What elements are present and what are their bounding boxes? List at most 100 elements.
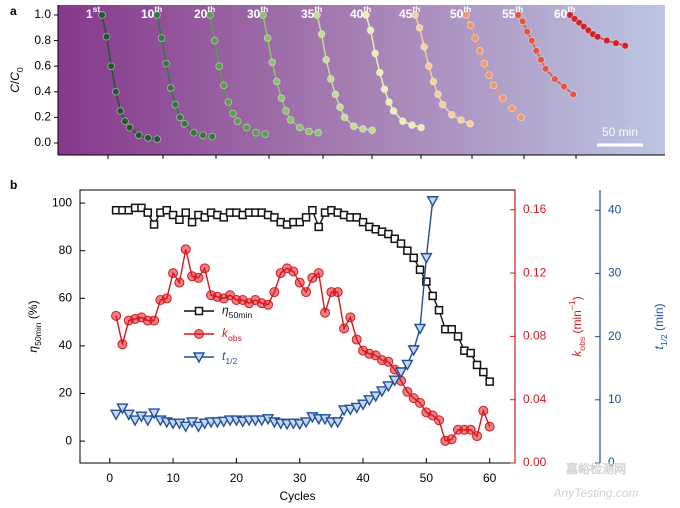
label-part: st — [93, 4, 101, 14]
panel-label: a — [10, 4, 17, 18]
y-tick-label: 0.8 — [34, 33, 51, 47]
marker — [472, 360, 482, 370]
marker — [344, 404, 357, 416]
marker — [299, 417, 313, 429]
decay-point — [171, 100, 180, 109]
marker — [161, 293, 172, 304]
label-part: 35 — [301, 7, 315, 21]
y-tick-label: 10 — [608, 392, 622, 406]
decay-point — [480, 59, 489, 68]
marker — [446, 434, 457, 445]
decay-point — [107, 62, 115, 70]
marker — [179, 421, 192, 433]
decay-line — [465, 14, 522, 118]
decay-point — [268, 58, 277, 67]
label-part: obs — [228, 333, 242, 343]
decay-point — [447, 111, 456, 119]
decay-line — [414, 14, 471, 125]
marker — [345, 312, 356, 323]
marker — [466, 348, 475, 358]
marker — [384, 229, 393, 239]
decay-point — [224, 98, 233, 106]
decay-line — [517, 14, 574, 95]
y-tick-label: 0.4 — [34, 84, 51, 98]
legend-label: kobs — [222, 326, 242, 343]
marker — [415, 265, 425, 274]
label-part: −1 — [567, 300, 577, 310]
marker — [363, 395, 376, 407]
marker — [484, 421, 495, 432]
label-part: 50min — [33, 322, 43, 346]
decay-point — [277, 94, 286, 102]
decay-point — [121, 117, 129, 126]
marker — [422, 277, 431, 286]
marker — [403, 246, 412, 255]
decay-point — [398, 117, 407, 126]
label-part: (min — [570, 310, 584, 337]
x-tick-label: 20 — [230, 471, 244, 485]
y-tick-label: 0.0 — [34, 135, 51, 149]
marker — [351, 334, 362, 345]
decay-line — [365, 14, 422, 129]
y-tick-label: 0.12 — [523, 265, 547, 279]
watermark: 嘉峪检测网 — [565, 461, 626, 476]
label-part: t — [222, 349, 226, 363]
label-part: th — [412, 4, 420, 14]
decay-point — [190, 128, 198, 137]
decay-point — [537, 55, 545, 64]
marker — [308, 205, 317, 215]
x-tick-label: 30 — [293, 471, 307, 485]
cycle-label: 10th — [141, 4, 162, 21]
marker — [181, 208, 190, 217]
panel-label: b — [10, 178, 17, 192]
y-tick-label: 0.00 — [523, 455, 547, 469]
label-part: / — [8, 80, 22, 84]
marker — [293, 419, 306, 431]
marker — [168, 210, 178, 220]
x-tick-label: 50 — [420, 471, 434, 485]
marker — [149, 220, 159, 229]
decay-point — [368, 126, 377, 134]
marker — [137, 203, 146, 213]
marker — [447, 324, 456, 334]
cycle-label: 35th — [301, 4, 322, 21]
marker — [175, 215, 184, 225]
marker — [314, 222, 323, 232]
decay-point — [389, 107, 398, 115]
marker — [401, 359, 414, 371]
marker — [192, 421, 205, 433]
decay-point — [466, 119, 475, 128]
decay-point — [286, 116, 295, 124]
marker — [116, 403, 129, 415]
decay-point — [153, 11, 161, 19]
decay-point — [112, 87, 120, 96]
decay-point — [457, 116, 465, 124]
marker — [453, 332, 463, 341]
y-tick-label: 0.04 — [523, 392, 547, 406]
marker — [192, 352, 206, 364]
marker — [434, 305, 444, 315]
decay-point — [375, 68, 384, 77]
decay-point — [252, 128, 260, 137]
y-tick-label: 1.0 — [34, 7, 51, 21]
marker — [478, 405, 489, 416]
y-axis-label: C/C0 — [8, 67, 25, 93]
scale-bar-label: 50 min — [602, 125, 638, 139]
decay-point — [326, 75, 335, 83]
decay-point — [550, 75, 559, 83]
decay-point — [295, 123, 304, 132]
marker — [426, 196, 439, 208]
label-part: 1/2 — [225, 356, 237, 366]
decay-point — [263, 34, 272, 42]
cycle-label: 55th — [502, 4, 523, 21]
decay-point — [180, 119, 189, 128]
label-part: η — [26, 346, 40, 353]
label-part: obs — [577, 337, 587, 351]
marker — [375, 386, 389, 398]
marker — [270, 213, 279, 222]
legend-label: η50min — [222, 303, 252, 320]
marker — [263, 299, 274, 310]
decay-point — [199, 131, 207, 140]
decay-point — [424, 62, 433, 70]
